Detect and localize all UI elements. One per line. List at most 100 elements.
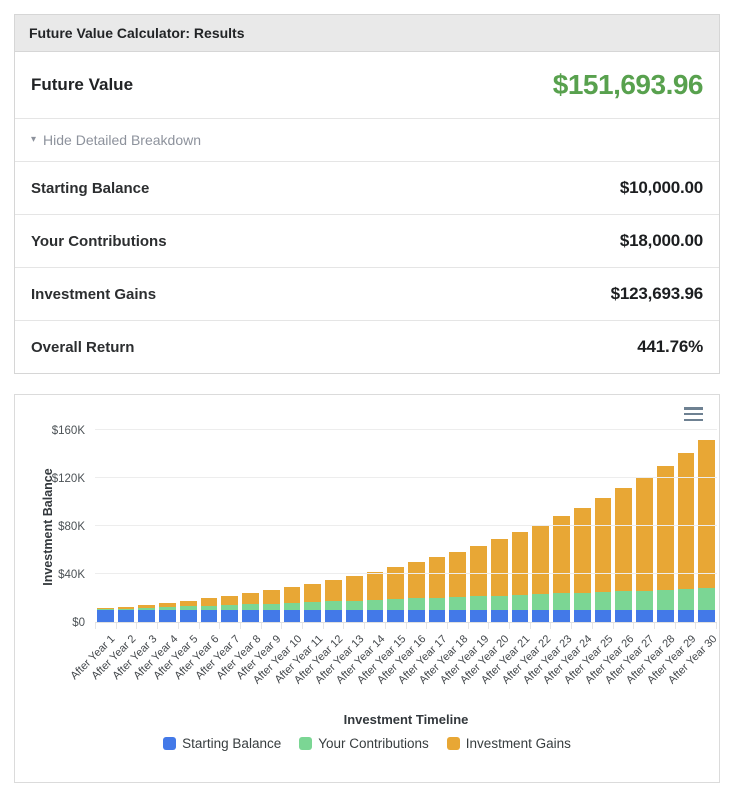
gridline [95, 477, 717, 478]
bar-column [470, 545, 487, 622]
bar-segment [490, 595, 508, 610]
legend-marker-green [299, 737, 313, 750]
legend-item-starting-balance[interactable]: Starting Balance [163, 736, 281, 751]
y-tick-label: $0 [72, 617, 85, 629]
legend-marker-orange [446, 737, 460, 750]
bar-segment [636, 477, 653, 591]
tick-mark [219, 623, 240, 629]
bar-column [511, 532, 529, 622]
bar-segment [283, 586, 301, 603]
future-value-amount: $151,693.96 [552, 69, 704, 100]
bar-segment [283, 610, 301, 622]
tick-mark [343, 623, 364, 629]
legend-item-your-contributions[interactable]: Your Contributions [299, 736, 429, 751]
bar-column [304, 583, 322, 622]
bar-segment [573, 610, 591, 622]
bar-column [428, 557, 446, 622]
bar-segment [242, 592, 259, 605]
bar-segment [553, 593, 570, 610]
bar-segment [200, 610, 218, 622]
bar-segment [242, 610, 259, 622]
bar-column [138, 604, 156, 622]
bar-column [615, 488, 633, 622]
future-value-label: Future Value [31, 75, 134, 94]
y-tick-label: $40K [58, 569, 85, 581]
results-card-title: Future Value Calculator: Results [15, 15, 719, 52]
bar-segment [636, 590, 653, 610]
row-value: $123,693.96 [610, 284, 704, 303]
bar-column [698, 439, 716, 622]
bar-segment [677, 453, 695, 590]
bar-segment [532, 610, 550, 622]
gridline [95, 573, 717, 574]
bar-segment [179, 600, 197, 607]
bar-column [387, 567, 405, 622]
bar-column [656, 465, 674, 622]
bar-segment [221, 595, 239, 605]
bar-segment [325, 601, 342, 610]
tick-mark [239, 623, 261, 629]
tick-mark [405, 623, 427, 629]
bars-container [95, 431, 717, 622]
bar-segment [553, 610, 570, 622]
tick-mark [674, 623, 696, 629]
bar-column [366, 571, 384, 622]
bar-segment [117, 606, 135, 609]
bar-segment [387, 567, 405, 600]
tick-mark [322, 623, 344, 629]
bar-column [262, 590, 280, 622]
bar-segment [698, 439, 716, 589]
tick-mark [260, 623, 282, 629]
breakdown-row-investment-gains: Investment Gains $123,693.96 [15, 267, 719, 320]
row-label: Starting Balance [31, 179, 150, 197]
bar-column [553, 516, 570, 622]
tick-mark [364, 623, 385, 629]
breakdown-row-starting-balance: Starting Balance $10,000.00 [15, 161, 719, 214]
bar-segment [677, 610, 695, 622]
bar-column [573, 507, 591, 622]
tick-mark [198, 623, 220, 629]
bar-segment [656, 465, 674, 590]
bar-segment [97, 608, 114, 610]
bar-segment [656, 589, 674, 610]
hide-breakdown-toggle[interactable]: ▾ Hide Detailed Breakdown [15, 118, 719, 161]
bar-column [242, 592, 259, 622]
legend-marker-blue [163, 737, 177, 750]
bar-segment [594, 498, 612, 592]
bar-segment [159, 610, 176, 622]
bar-column [594, 498, 612, 622]
bar-segment [325, 579, 342, 602]
bar-column [532, 525, 550, 622]
tick-mark [95, 623, 116, 629]
x-axis-labels: After Year 1 After Year 2 After Year 3 Afte… [69, 631, 719, 715]
bar-segment [615, 591, 633, 610]
future-value-row: Future Value $151,693.96 [15, 52, 719, 118]
bar-segment [511, 532, 529, 595]
tick-mark [653, 623, 675, 629]
tick-mark [446, 623, 468, 629]
bar-segment [242, 604, 259, 610]
chart-menu-icon[interactable] [684, 407, 703, 421]
bar-segment [532, 594, 550, 610]
bar-column [200, 598, 218, 622]
row-label: Your Contributions [31, 232, 167, 250]
bar-column [636, 477, 653, 622]
bar-segment [449, 597, 467, 610]
bar-segment [366, 571, 384, 600]
row-label: Investment Gains [31, 285, 157, 303]
tick-mark [302, 623, 323, 629]
legend-label: Investment Gains [465, 736, 571, 751]
bar-segment [553, 516, 570, 594]
bar-column [159, 602, 176, 622]
bar-segment [698, 610, 716, 622]
legend-item-investment-gains[interactable]: Investment Gains [446, 736, 571, 751]
breakdown-row-overall-return: Overall Return 441.76% [15, 320, 719, 373]
bar-column [179, 600, 197, 622]
bar-segment [428, 610, 446, 622]
tick-mark [488, 623, 509, 629]
chart-body: Investment Balance $0 $40K $80K $120K $160K … [15, 395, 719, 782]
tick-mark [136, 623, 157, 629]
bar-segment [366, 610, 384, 622]
plot-area: $0 $40K $80K $120K $160K [52, 425, 717, 629]
